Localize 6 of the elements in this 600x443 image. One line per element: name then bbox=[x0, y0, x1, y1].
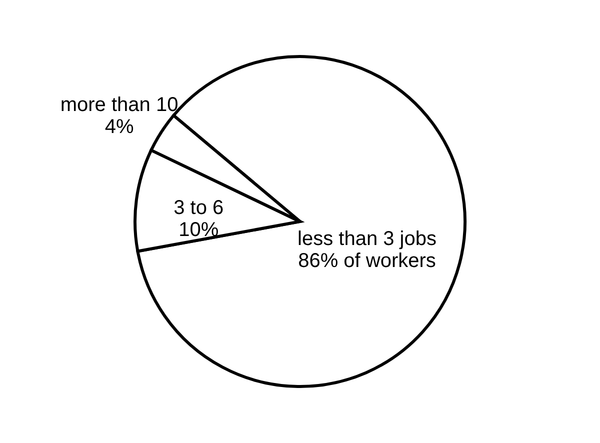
data-label: 10% bbox=[178, 218, 219, 241]
slice-label: less than 3 jobs bbox=[298, 228, 436, 250]
slice-label: more than 10 bbox=[60, 94, 178, 116]
slice-label: 3 to 6 bbox=[174, 196, 224, 219]
data-label: 4% bbox=[104, 116, 134, 138]
data-label: 86% of workers bbox=[298, 250, 436, 272]
